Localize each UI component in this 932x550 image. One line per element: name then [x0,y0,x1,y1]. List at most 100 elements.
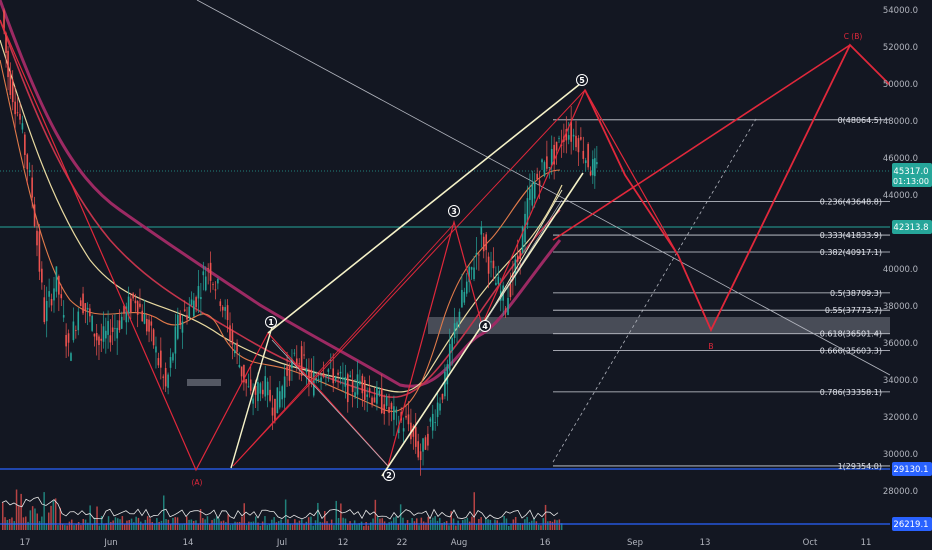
candle-body [261,389,264,395]
red-trend-2[interactable] [232,89,586,467]
candle-body [422,438,424,452]
candle-body [249,379,252,391]
volume-bar [404,523,406,530]
wave-3-marker[interactable]: 3 [448,205,460,217]
volume-bar [353,520,356,530]
price-tick-9: 34000.0 [883,376,918,386]
candle-body [190,299,193,305]
candle-body [463,291,466,303]
candle-body [26,154,29,170]
fibonacci-retracement[interactable]: 0(48064.5) 0.236(43648.8) 0.333(41833.9) 0.… [553,116,890,471]
candle-body [373,397,376,403]
volume-bar [15,489,18,530]
volume-bar [356,524,358,530]
candle-body [553,144,555,165]
wave-5-marker[interactable]: 5 [576,74,588,86]
volume-bar [126,520,128,530]
candle-body [368,388,371,392]
price-candles[interactable] [3,8,598,476]
candle-body [143,313,146,324]
time-tick-9: 13 [700,538,711,548]
volume-bar [206,516,209,530]
time-tick-1: Jun [103,538,117,548]
volume-bar [305,521,308,530]
candle-body [278,391,281,408]
candle-body [281,386,284,400]
wave-1-marker[interactable]: 1 [265,316,277,328]
candle-body [492,260,495,269]
wave-4-marker[interactable]: 4 [479,320,491,332]
price-tick-5: 44000.0 [883,191,918,201]
volume-bar [418,525,420,530]
volume-bar [429,519,432,530]
volume-bar [510,524,512,530]
volume-bar [243,503,245,530]
candle-body [536,173,538,180]
time-tick-7: 16 [540,538,551,548]
volume-bar [287,519,289,530]
candle-body [28,170,31,173]
volume-bar [195,520,197,530]
volume-bar [317,502,319,530]
red-channel-line[interactable] [552,44,851,241]
candle-body [582,150,585,159]
red-trend-3[interactable] [232,224,454,467]
volume-bar [105,523,107,530]
volume-bar [103,523,105,530]
volume-bar [376,516,379,530]
candle-body [9,70,12,95]
volume-bar [27,521,29,530]
candle-body [45,300,48,322]
time-tick-6: Aug [451,538,468,548]
candle-body [298,363,301,365]
fib-label-6: 0.618(36501.4) [820,330,882,339]
candle-body [38,231,41,272]
volume-bar [340,503,342,530]
candle-body [546,156,548,169]
volume-bar [229,524,232,530]
wedge-upper[interactable] [267,79,586,334]
candle-body [58,276,60,295]
volume-bar [31,506,34,530]
volume-bar [482,524,485,530]
candle-body [300,346,303,376]
price-tick-8: 36000.0 [883,339,918,349]
candle-body [53,288,55,301]
volume-bar [370,522,372,530]
volume-bar [512,519,515,530]
volume-bar [321,522,324,530]
projection-zigzag[interactable] [584,43,891,333]
price-tick-3: 48000.0 [883,117,918,127]
wave-2-marker[interactable]: 2 [383,469,395,481]
volume-bar [390,521,393,530]
candle-body [266,381,269,396]
price-axis[interactable]: 54000.0 52000.0 50000.0 48000.0 46000.0 44000… [883,0,932,550]
support-price-badge: 42313.8 [892,220,932,234]
volume-bar [245,525,248,530]
candle-body [186,315,188,320]
volume-bar [57,525,59,530]
diagonal-trendline[interactable] [196,0,891,376]
candle-body [478,254,480,256]
wedge-left[interactable] [230,326,273,469]
volume-bar [473,492,475,530]
volume-bar [144,519,147,530]
candle-body [276,387,279,414]
time-axis[interactable]: 17 Jun 14 Jul 12 22 Aug 16 Sep 13 Oct 11 [0,532,932,550]
volume-bar [358,523,360,530]
candle-body [305,368,308,373]
candle-body [346,374,349,403]
volume-bar [84,519,87,530]
volume-bar [395,516,397,530]
volume-bar [330,519,333,530]
volume-bar [220,521,222,530]
candle-body [139,303,141,307]
candle-body [224,307,226,311]
candle-body [577,138,580,153]
fib-label-7: 0.666(35603.3) [820,346,882,355]
candle-body [157,358,160,366]
candle-body [11,79,14,103]
volume-bar [179,524,181,530]
